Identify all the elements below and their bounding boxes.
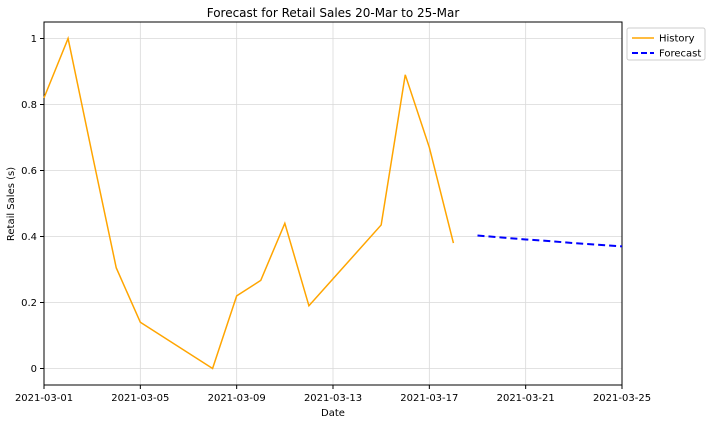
series-lines [43,35,623,370]
y-tick-label: 0.4 [21,232,37,243]
x-tick-label: 2021-03-17 [400,393,458,404]
y-axis: 0 0.2 0.4 0.6 0.8 1 [21,34,44,375]
x-axis: 2021-03-01 2021-03-05 2021-03-09 2021-03-13… [15,385,651,404]
y-tick-label: 0.2 [21,298,37,309]
y-tick-label: 0.6 [21,166,37,177]
y-tick-label: 1 [31,34,37,45]
y-tick-label: 0 [31,364,37,375]
chart-title: Forecast for Retail Sales 20-Mar to 25-M… [207,6,460,20]
x-axis-label: Date [321,408,345,419]
y-tick-label: 0.8 [21,100,37,111]
grid [43,22,623,385]
series-forecast-line [477,234,623,248]
x-tick-label: 2021-03-25 [593,393,651,404]
x-tick-label: 2021-03-05 [111,393,169,404]
series-history-line [43,35,455,370]
legend: History Forecast [626,27,706,61]
legend-label-history: History [659,34,695,45]
y-axis-label: Retail Sales (s) [6,167,17,241]
x-tick-label: 2021-03-09 [208,393,266,404]
x-tick-label: 2021-03-13 [304,393,362,404]
x-tick-label: 2021-03-21 [497,393,555,404]
x-tick-label: 2021-03-01 [15,393,73,404]
legend-label-forecast: Forecast [659,49,701,60]
